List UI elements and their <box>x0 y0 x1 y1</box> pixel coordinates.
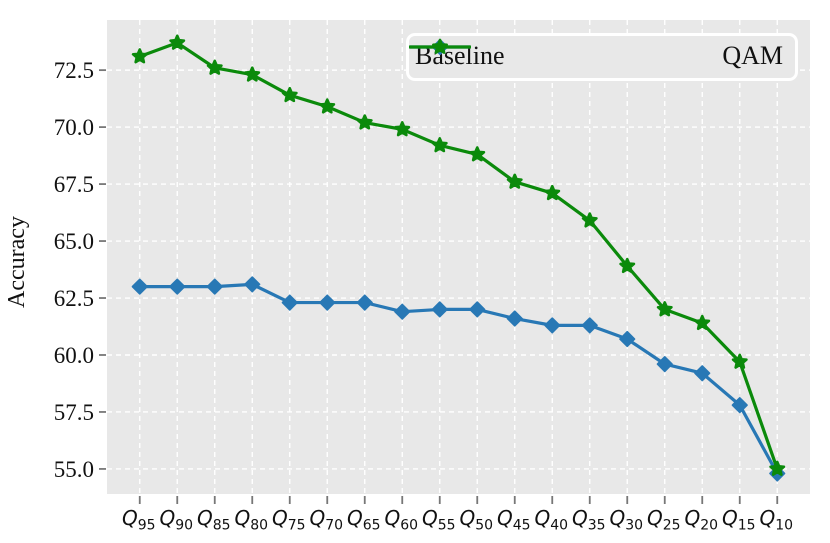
star-marker <box>544 184 561 201</box>
star-marker <box>169 34 186 50</box>
x-tick-label: Q60 <box>384 506 418 534</box>
star-marker <box>319 98 336 114</box>
x-tick-label: Q85 <box>197 506 231 534</box>
y-axis-label: Accuracy <box>4 216 30 308</box>
x-tick-label: Q95 <box>122 506 156 534</box>
x-tick-label: Q70 <box>309 506 343 534</box>
x-tick-label: Q90 <box>159 506 193 534</box>
diamond-marker <box>656 356 673 373</box>
x-tick-label: Q55 <box>422 506 456 534</box>
star-marker <box>131 48 148 64</box>
star-marker <box>206 59 223 75</box>
diamond-marker <box>281 294 298 311</box>
star-marker <box>432 38 448 54</box>
x-tick-label: Q30 <box>609 506 643 534</box>
diamond-marker <box>431 301 448 318</box>
x-tick-label: Q40 <box>534 506 568 534</box>
plot-background-layer <box>107 20 810 494</box>
y-tick-label: 57.5 <box>54 400 94 425</box>
star-marker <box>469 146 486 162</box>
y-tick-label: 55.0 <box>54 457 94 482</box>
qam-legend-marker-icon <box>409 38 471 54</box>
legend-entry-qam: QAM <box>409 38 783 72</box>
x-tick-label: Q45 <box>497 506 531 534</box>
y-tick-label: 70.0 <box>54 115 94 140</box>
star-marker <box>356 114 373 130</box>
diamond-marker <box>394 303 411 320</box>
star-marker <box>394 121 411 137</box>
star-marker <box>694 314 711 331</box>
star-marker <box>656 301 673 317</box>
y-tick-label: 62.5 <box>54 286 94 311</box>
x-tick-label: Q65 <box>347 506 381 534</box>
diamond-marker <box>619 330 636 348</box>
star-marker <box>281 86 298 103</box>
x-tick-label: Q25 <box>647 506 681 534</box>
star-marker <box>506 173 523 189</box>
y-tick-label: 65.0 <box>54 229 94 254</box>
diamond-marker <box>581 317 598 334</box>
diamond-marker <box>244 276 261 293</box>
x-tick-label: Q35 <box>572 506 606 534</box>
y-tick-label: 60.0 <box>54 343 94 368</box>
legend-label-qam: QAM <box>722 40 783 70</box>
star-marker <box>244 66 261 82</box>
diamond-marker <box>544 317 561 334</box>
diamond-marker <box>131 278 148 295</box>
diamond-marker <box>206 278 223 295</box>
y-tick-label: 72.5 <box>54 58 94 83</box>
x-tick-label: Q15 <box>722 506 756 534</box>
star-marker <box>769 460 786 476</box>
diamond-marker <box>169 278 186 295</box>
diamond-marker <box>319 294 336 311</box>
y-tick-label: 67.5 <box>54 172 94 197</box>
plot-area <box>107 20 810 494</box>
x-tick-label: Q75 <box>272 506 306 534</box>
series-layer <box>131 34 786 482</box>
diamond-marker <box>731 397 748 414</box>
x-tick-label: Q50 <box>459 506 493 534</box>
diamond-marker <box>356 294 373 311</box>
legend: Baseline QAM <box>406 33 798 81</box>
star-marker <box>431 137 448 153</box>
diamond-marker <box>506 310 523 327</box>
star-marker <box>731 353 748 369</box>
x-tick-label: Q10 <box>759 506 793 534</box>
x-tick-label: Q80 <box>234 506 268 534</box>
star-marker <box>619 257 636 274</box>
diamond-marker <box>469 301 486 318</box>
star-marker <box>581 212 598 228</box>
x-tick-label: Q20 <box>684 506 718 534</box>
diamond-marker <box>694 365 711 382</box>
